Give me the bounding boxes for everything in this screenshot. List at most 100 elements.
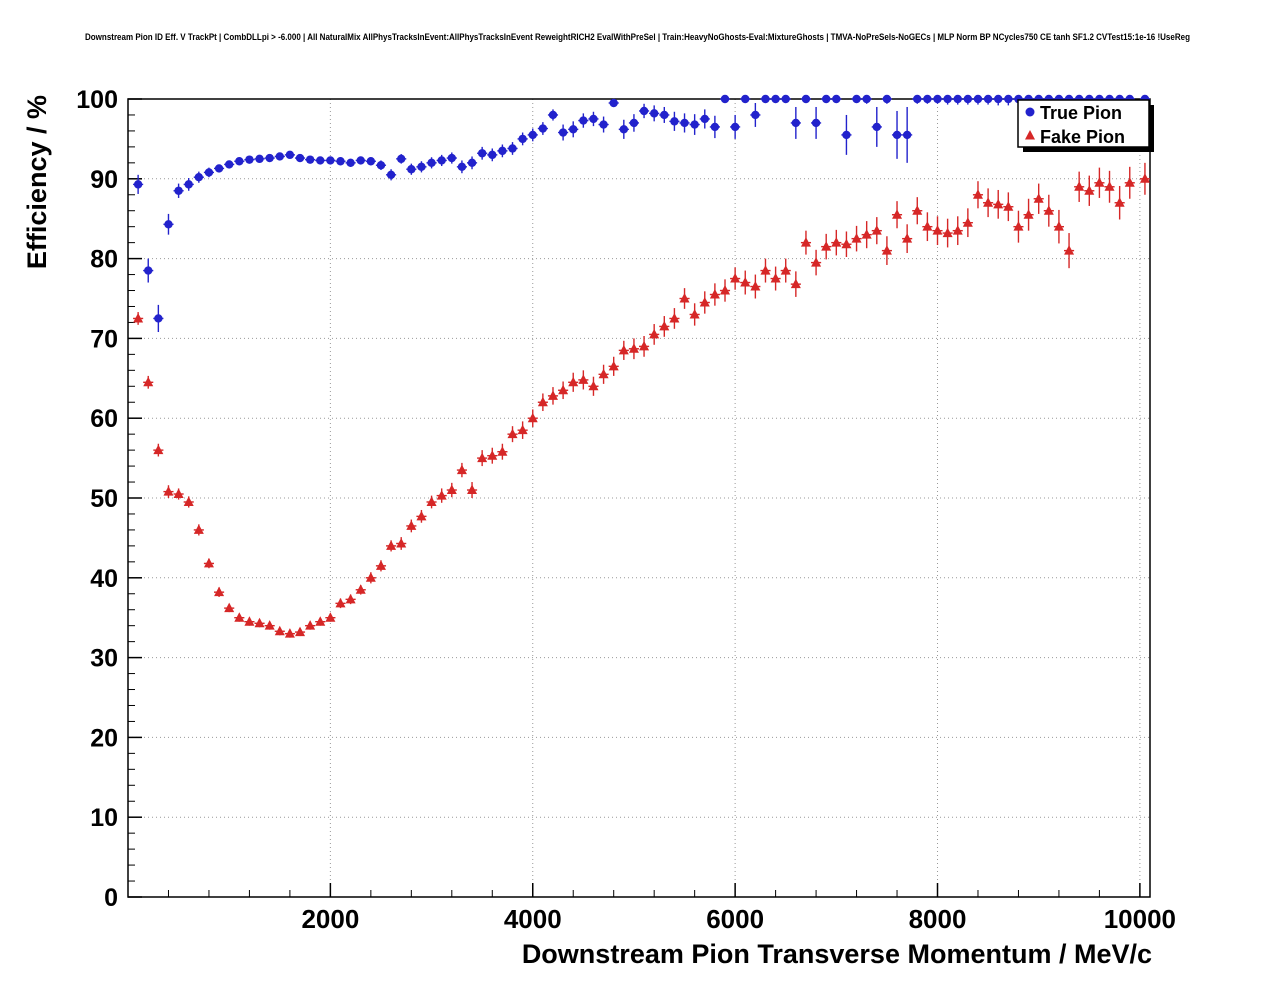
true-pion-point: [579, 116, 588, 125]
true-pion-point: [639, 106, 649, 116]
true-pion-point: [913, 94, 922, 104]
fake-pion-point: [730, 273, 741, 283]
true-pion-point: [224, 160, 234, 169]
legend-entry-true-pion: True Pion: [1025, 103, 1122, 123]
fake-pion-point: [831, 237, 842, 247]
fake-pion-point: [426, 496, 437, 506]
fake-pion-point: [588, 380, 599, 391]
fake-pion-point: [153, 444, 164, 455]
y-axis-title: Efficiency / %: [22, 95, 52, 269]
true-pion-point: [710, 122, 720, 132]
fake-pion-point: [1033, 193, 1044, 203]
fake-pion-point: [487, 450, 498, 460]
y-tick-label: 40: [90, 565, 118, 593]
plot-title: Downstream Pion ID Eff. V TrackPt | Comb…: [85, 32, 1190, 42]
fake-pion-point: [507, 428, 518, 439]
true-pion-point: [872, 122, 881, 132]
fake-pion-point: [517, 424, 528, 435]
x-tick-label: 4000: [504, 904, 562, 934]
true-pion-point: [943, 94, 952, 104]
series-fake-pion: [133, 162, 1150, 638]
true-pion-point: [204, 168, 214, 177]
fake-pion-point: [345, 593, 356, 604]
fake-pion-point: [578, 374, 589, 384]
true-pion-point: [538, 124, 548, 133]
true-pion-point: [144, 266, 153, 275]
fake-pion-point: [841, 238, 852, 249]
true-pion-point: [700, 114, 709, 124]
gridlines: [128, 98, 1150, 897]
fake-pion-point: [892, 209, 903, 219]
fake-pion-point: [962, 217, 973, 227]
fake-pion-point: [477, 452, 488, 463]
fake-pion-point: [618, 344, 629, 355]
true-pion-point: [902, 130, 912, 140]
fake-pion-point: [770, 273, 781, 283]
true-pion-point: [518, 134, 527, 144]
fake-pion-point: [709, 289, 720, 299]
fake-pion-point: [1043, 205, 1054, 215]
fake-pion-point: [274, 625, 285, 636]
fake-pion-point: [952, 225, 963, 235]
fake-pion-point: [932, 225, 943, 235]
true-pion-point: [761, 94, 770, 104]
true-pion-point: [508, 144, 517, 153]
fake-pion-point: [193, 524, 204, 534]
fake-pion-point: [649, 328, 660, 339]
fake-pion-point: [740, 277, 751, 287]
y-tick-label: 90: [90, 166, 118, 194]
axis-ticks: [128, 98, 1141, 898]
fake-pion-point: [1064, 245, 1075, 255]
true-pion-point: [599, 120, 608, 129]
true-pion-point: [619, 125, 629, 134]
true-pion-marker-icon: [1025, 107, 1035, 117]
fake-pion-point: [203, 557, 214, 568]
true-pion-point: [467, 158, 477, 168]
true-pion-point: [235, 157, 244, 166]
true-pion-point: [670, 117, 679, 126]
true-pion-point: [629, 118, 639, 128]
fake-pion-point: [760, 265, 771, 275]
fake-pion-point: [264, 620, 275, 630]
series-true-pion: [133, 94, 1150, 333]
fake-pion-point: [800, 237, 811, 247]
x-tick-label: 10000: [1104, 904, 1176, 934]
fake-pion-point: [881, 245, 892, 255]
true-pion-point: [255, 154, 264, 164]
true-pion-point: [558, 128, 568, 137]
fake-pion-point: [183, 496, 194, 506]
true-pion-point: [892, 130, 902, 140]
fake-pion-point: [335, 597, 346, 608]
x-tick-labels: 2000 4000 6000 8000 10000: [301, 904, 1176, 934]
fake-pion-point: [669, 312, 680, 323]
fake-pion-point: [811, 257, 822, 267]
true-pion-point: [882, 94, 892, 104]
true-pion-point: [356, 156, 365, 165]
fake-pion-point: [679, 293, 690, 303]
x-tick-label: 6000: [706, 904, 764, 934]
true-pion-point: [316, 156, 325, 165]
fake-pion-point: [861, 229, 872, 239]
true-pion-point: [488, 150, 497, 160]
true-pion-point: [346, 158, 355, 168]
fake-pion-point: [720, 285, 731, 295]
fake-pion-point: [406, 520, 417, 530]
fake-pion-point: [568, 376, 579, 387]
y-tick-label: 50: [90, 485, 118, 513]
true-pion-point: [609, 98, 618, 108]
fake-pion-point: [416, 510, 427, 521]
true-pion-point: [963, 94, 973, 104]
true-pion-point: [326, 156, 335, 165]
fake-pion-point: [1003, 201, 1014, 211]
true-pion-point: [457, 162, 467, 172]
legend-entry-fake-pion: Fake Pion: [1025, 127, 1125, 147]
y-tick-label: 80: [90, 246, 118, 274]
true-pion-point: [184, 180, 193, 189]
x-tick-label: 8000: [909, 904, 967, 934]
true-pion-point: [801, 94, 811, 104]
true-pion-point: [295, 153, 305, 163]
true-pion-point: [589, 114, 598, 124]
y-tick-labels: 0 10 20 30 40 50 60 70 80 90 100: [76, 86, 118, 912]
